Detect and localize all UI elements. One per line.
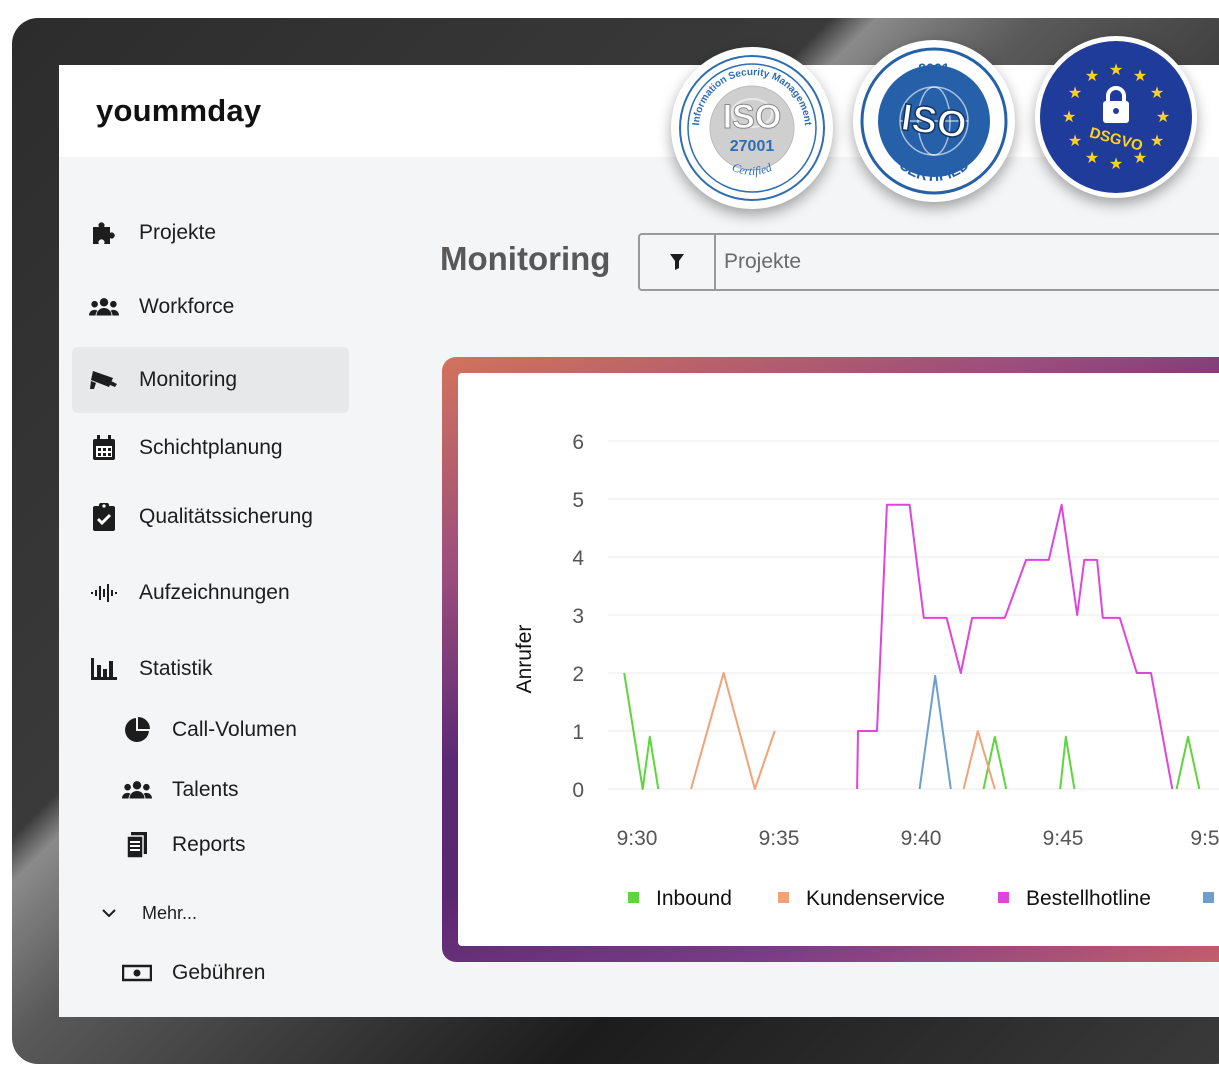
- iso-9001-badge: 9001 ISO CERTIFIED: [853, 40, 1015, 202]
- svg-text:★: ★: [1150, 83, 1164, 102]
- waveform-icon: [89, 578, 119, 608]
- svg-text:★: ★: [1109, 60, 1123, 79]
- legend-label: Inbound: [656, 887, 732, 910]
- svg-text:★: ★: [1150, 131, 1164, 150]
- iso-27001-badge: ISO 27001 Information Security Managemen…: [671, 47, 833, 209]
- svg-text:★: ★: [1085, 148, 1099, 167]
- top-bar: yoummday: [59, 65, 1219, 157]
- sidebar-item-qualitaetssicherung[interactable]: Qualitätssicherung: [89, 502, 313, 532]
- sidebar-subitem-talents[interactable]: Talents: [122, 775, 239, 805]
- series-line: [856, 503, 1174, 790]
- sidebar-item-monitoring[interactable]: Monitoring: [72, 347, 349, 413]
- y-tick-label: 3: [572, 605, 584, 628]
- svg-text:★: ★: [1085, 66, 1099, 85]
- iso27001-number: 27001: [730, 138, 775, 155]
- svg-text:★: ★: [1109, 154, 1123, 173]
- sidebar-item-statistik[interactable]: Statistik: [89, 654, 213, 684]
- svg-text:Certified: Certified: [730, 160, 775, 178]
- legend-swatch: [778, 892, 789, 903]
- x-tick-label: 9:30: [617, 827, 658, 850]
- chevron-down-icon: [94, 898, 124, 928]
- legend-label: Kundenservice: [806, 887, 945, 910]
- project-filter-input[interactable]: [724, 235, 1219, 289]
- sidebar-item-label: Statistik: [139, 657, 213, 680]
- sidebar-item-label: Schichtplanung: [139, 436, 283, 459]
- legend-swatch: [1203, 892, 1214, 903]
- project-filter: [638, 233, 1219, 291]
- sidebar-item-label: Workforce: [139, 295, 235, 318]
- sidebar-item-label: Gebühren: [172, 961, 266, 984]
- x-tick-label: 9:45: [1043, 827, 1084, 850]
- y-tick-label: 4: [572, 547, 584, 570]
- puzzle-icon: [89, 218, 119, 248]
- x-tick-label: 9:5: [1190, 827, 1219, 850]
- app-screen: yoummday Projekte Workforce Monitoring S…: [59, 65, 1219, 1017]
- sidebar-subitem-call-volumen[interactable]: Call-Volumen: [122, 715, 297, 745]
- sidebar-item-label: Qualitätssicherung: [139, 505, 313, 528]
- users-icon: [89, 292, 119, 322]
- dsgvo-badge: ★ ★ ★ ★ ★ ★ ★ ★ ★ ★ ★ ★ DSGVO: [1035, 36, 1197, 198]
- sidebar-more-toggle[interactable]: Mehr...: [94, 898, 197, 928]
- svg-text:★: ★: [1133, 148, 1147, 167]
- sidebar-item-label: Aufzeichnungen: [139, 581, 290, 604]
- chart-panel: 0 1 2 3 4 5 6 9:30 9:35 9:40 9:45 9:5 Anrufer Inbound…: [458, 373, 1219, 946]
- sidebar-subitem-label: Talents: [172, 778, 239, 801]
- x-tick-label: 9:35: [759, 827, 800, 850]
- svg-text:★: ★: [1062, 107, 1076, 126]
- app-logo[interactable]: yoummday: [96, 93, 262, 128]
- camera-icon: [89, 365, 119, 395]
- series-line: [918, 674, 952, 790]
- series-line: [962, 730, 996, 790]
- svg-text:★: ★: [1156, 107, 1170, 126]
- users-icon: [122, 775, 152, 805]
- svg-text:★: ★: [1068, 131, 1082, 150]
- series-line: [1059, 735, 1076, 790]
- series-line: [982, 735, 1008, 790]
- y-tick-label: 0: [572, 779, 584, 802]
- iso9001-number: 9001: [918, 60, 949, 76]
- filter-button[interactable]: [640, 235, 716, 289]
- x-tick-label: 9:40: [901, 827, 942, 850]
- sidebar-item-projekte[interactable]: Projekte: [89, 218, 216, 248]
- iso27001-sub: Certified: [730, 160, 775, 178]
- y-tick-label: 2: [572, 663, 584, 686]
- sidebar-item-schichtplanung[interactable]: Schichtplanung: [89, 433, 283, 463]
- series-line: [690, 672, 776, 790]
- svg-text:★: ★: [1068, 83, 1082, 102]
- sidebar-item-label: Monitoring: [139, 368, 238, 391]
- money-bill-icon: [122, 958, 152, 988]
- legend-swatch: [998, 892, 1009, 903]
- series-line: [1175, 735, 1201, 790]
- sidebar-item-workforce[interactable]: Workforce: [89, 292, 234, 322]
- y-tick-label: 6: [572, 431, 584, 454]
- svg-text:★: ★: [1133, 66, 1147, 85]
- sidebar-subitem-label: Call-Volumen: [172, 718, 297, 741]
- y-tick-label: 5: [572, 489, 584, 512]
- chart-card: 0 1 2 3 4 5 6 9:30 9:35 9:40 9:45 9:5 Anrufer Inbound…: [442, 357, 1219, 962]
- y-axis-label: Anrufer: [513, 625, 536, 694]
- bar-chart-icon: [89, 654, 119, 684]
- calendar-icon: [89, 433, 119, 463]
- iso9001-main: ISO: [899, 97, 970, 148]
- legend-label: Bestellhotline: [1026, 887, 1151, 910]
- pie-chart-icon: [122, 715, 152, 745]
- sidebar-item-aufzeichnungen[interactable]: Aufzeichnungen: [89, 578, 290, 608]
- y-tick-label: 1: [572, 721, 584, 744]
- page-title: Monitoring: [440, 240, 611, 277]
- iso27001-main: ISO: [723, 98, 782, 136]
- sidebar-subitem-label: Reports: [172, 833, 246, 856]
- sidebar-subitem-reports[interactable]: Reports: [122, 830, 246, 860]
- sidebar-item-gebuehren[interactable]: Gebühren: [122, 958, 265, 988]
- call-volume-chart: 0 1 2 3 4 5 6 9:30 9:35 9:40 9:45 9:5 Anrufer Inbound…: [513, 431, 1219, 910]
- clipboard-check-icon: [89, 502, 119, 532]
- sidebar-item-label: Projekte: [139, 221, 217, 244]
- filter-icon: [670, 254, 684, 270]
- document-icon: [122, 830, 152, 860]
- series-line: [623, 672, 660, 790]
- sidebar-more-label: Mehr...: [142, 902, 198, 923]
- legend-swatch: [628, 892, 639, 903]
